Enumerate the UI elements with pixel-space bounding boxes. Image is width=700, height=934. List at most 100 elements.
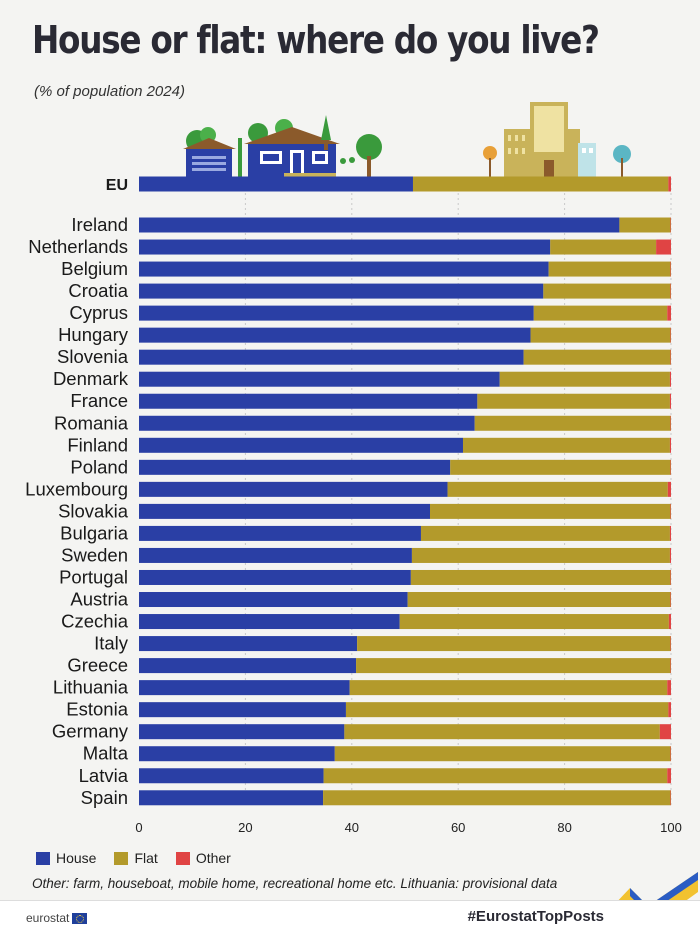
category-label-slovenia: Slovenia: [57, 346, 129, 367]
bar-segment-czechia-other: [668, 614, 671, 630]
bar-segment-austria-other: [670, 592, 671, 608]
bar-segment-latvia-other: [667, 768, 671, 784]
bar-segment-bulgaria-house: [139, 525, 421, 541]
category-label-estonia: Estonia: [66, 699, 128, 720]
hashtag-link[interactable]: #EurostatTopPosts: [467, 908, 604, 925]
bar-segment-sweden-flat: [411, 547, 670, 563]
x-tick-label: 100: [660, 820, 682, 835]
bar-segment-bulgaria-other: [669, 525, 671, 541]
category-label-france: France: [70, 390, 128, 411]
category-label-ireland: Ireland: [71, 214, 128, 235]
category-label-eu: EU: [106, 177, 128, 194]
bar-segment-romania-other: [670, 415, 671, 431]
eu-flag-icon: [72, 912, 88, 924]
bar-segment-bulgaria-flat: [420, 525, 670, 541]
bar-segment-czechia-flat: [399, 614, 669, 630]
category-label-cyprus: Cyprus: [69, 302, 128, 323]
bar-segment-france-house: [139, 393, 478, 409]
chart-subtitle: (% of population 2024): [34, 83, 185, 100]
category-label-bulgaria: Bulgaria: [60, 522, 129, 543]
category-label-lithuania: Lithuania: [53, 677, 129, 698]
bar-segment-finland-other: [669, 437, 671, 453]
category-label-poland: Poland: [70, 456, 128, 477]
legend-label-house: House: [56, 850, 97, 866]
bar-segment-slovakia-other: [670, 503, 671, 519]
legend-item-flat: Flat: [114, 850, 158, 866]
legend-swatch-house: [36, 851, 50, 865]
category-label-hungary: Hungary: [58, 324, 129, 345]
city-buildings-illustration-icon: [483, 102, 631, 178]
category-label-slovakia: Slovakia: [58, 500, 129, 521]
bar-segment-netherlands-flat: [550, 239, 657, 255]
category-label-germany: Germany: [52, 721, 129, 742]
bar-segment-hungary-house: [139, 327, 531, 343]
bar-segment-italy-other: [670, 636, 671, 652]
bar-segment-hungary-flat: [530, 327, 671, 343]
category-labels: EU IrelandNetherlandsBelgiumCroatiaCyprus…: [25, 177, 129, 808]
bar-segment-slovenia-other: [670, 349, 671, 365]
bar-segment-luxembourg-flat: [447, 481, 668, 497]
category-label-denmark: Denmark: [53, 368, 129, 389]
bar-segment-ireland-house: [139, 217, 620, 233]
x-tick-label: 60: [451, 820, 465, 835]
category-label-malta: Malta: [83, 743, 129, 764]
category-label-czechia: Czechia: [61, 611, 129, 632]
legend-swatch-flat: [114, 851, 129, 865]
bar-segment-sweden-house: [139, 547, 412, 563]
bar-segment-eu-other: [668, 176, 671, 192]
bar-segment-croatia-flat: [543, 283, 671, 299]
bar-segment-austria-house: [139, 592, 408, 608]
bar-segment-sweden-other: [669, 547, 671, 563]
bar-segment-eu-flat: [412, 176, 669, 192]
category-label-luxembourg: Luxembourg: [25, 478, 128, 499]
bar-segment-germany-flat: [344, 724, 660, 740]
bar-segment-romania-flat: [474, 415, 671, 431]
category-label-greece: Greece: [67, 655, 128, 676]
bar-segment-cyprus-flat: [533, 305, 668, 321]
x-axis-ticks: 0 20 40 60 80 100: [135, 820, 681, 835]
bar-segment-slovenia-flat: [523, 349, 671, 365]
bar-segment-netherlands-house: [139, 239, 551, 255]
bar-segment-poland-flat: [450, 459, 671, 475]
bar-segment-lithuania-house: [139, 680, 350, 696]
bar-segment-romania-house: [139, 415, 475, 431]
bar-segment-germany-house: [139, 724, 345, 740]
chart-legend: House Flat Other: [36, 850, 231, 866]
category-label-belgium: Belgium: [61, 258, 128, 279]
chart-title: House or flat: where do you live?: [32, 18, 600, 62]
bar-segment-belgium-other: [670, 261, 671, 277]
bar-segment-poland-house: [139, 459, 451, 475]
bar-segment-greece-house: [139, 658, 357, 674]
bar-segment-cyprus-other: [667, 305, 671, 321]
bar-segment-luxembourg-house: [139, 481, 448, 497]
bar-segment-belgium-flat: [548, 261, 671, 277]
category-label-spain: Spain: [81, 787, 128, 808]
legend-item-house: House: [36, 850, 96, 866]
chart-footnote: Other: farm, houseboat, mobile home, rec…: [32, 876, 558, 891]
bar-segment-france-other: [669, 393, 671, 409]
bar-segment-estonia-flat: [345, 702, 669, 718]
bar-segment-portugal-other: [670, 569, 671, 585]
housing-illustration: [183, 102, 631, 178]
bar-segment-denmark-house: [139, 371, 500, 387]
bar-segment-malta-other: [670, 746, 671, 762]
category-label-finland: Finland: [67, 434, 128, 455]
legend-swatch-other: [175, 851, 190, 865]
stacked-bar-chart: EU IrelandNetherlandsBelgiumCroatiaCyprus…: [25, 102, 682, 835]
bar-segment-latvia-flat: [323, 768, 668, 784]
legend-label-flat: Flat: [134, 850, 158, 866]
bar-segment-france-flat: [477, 393, 670, 409]
category-label-austria: Austria: [70, 589, 128, 610]
bar-segment-croatia-other: [670, 283, 671, 299]
category-label-croatia: Croatia: [68, 280, 128, 301]
bar-segment-italy-house: [139, 636, 358, 652]
bar-segment-netherlands-other: [656, 239, 671, 255]
eurostat-logo[interactable]: eurostat: [26, 911, 88, 925]
bar-segment-czechia-house: [139, 614, 400, 630]
bar-segment-slovakia-house: [139, 503, 431, 519]
x-tick-label: 80: [557, 820, 571, 835]
x-tick-label: 0: [135, 820, 142, 835]
bar-segment-poland-other: [670, 459, 671, 475]
bar-segment-cyprus-house: [139, 305, 534, 321]
bar-segment-belgium-house: [139, 261, 549, 277]
